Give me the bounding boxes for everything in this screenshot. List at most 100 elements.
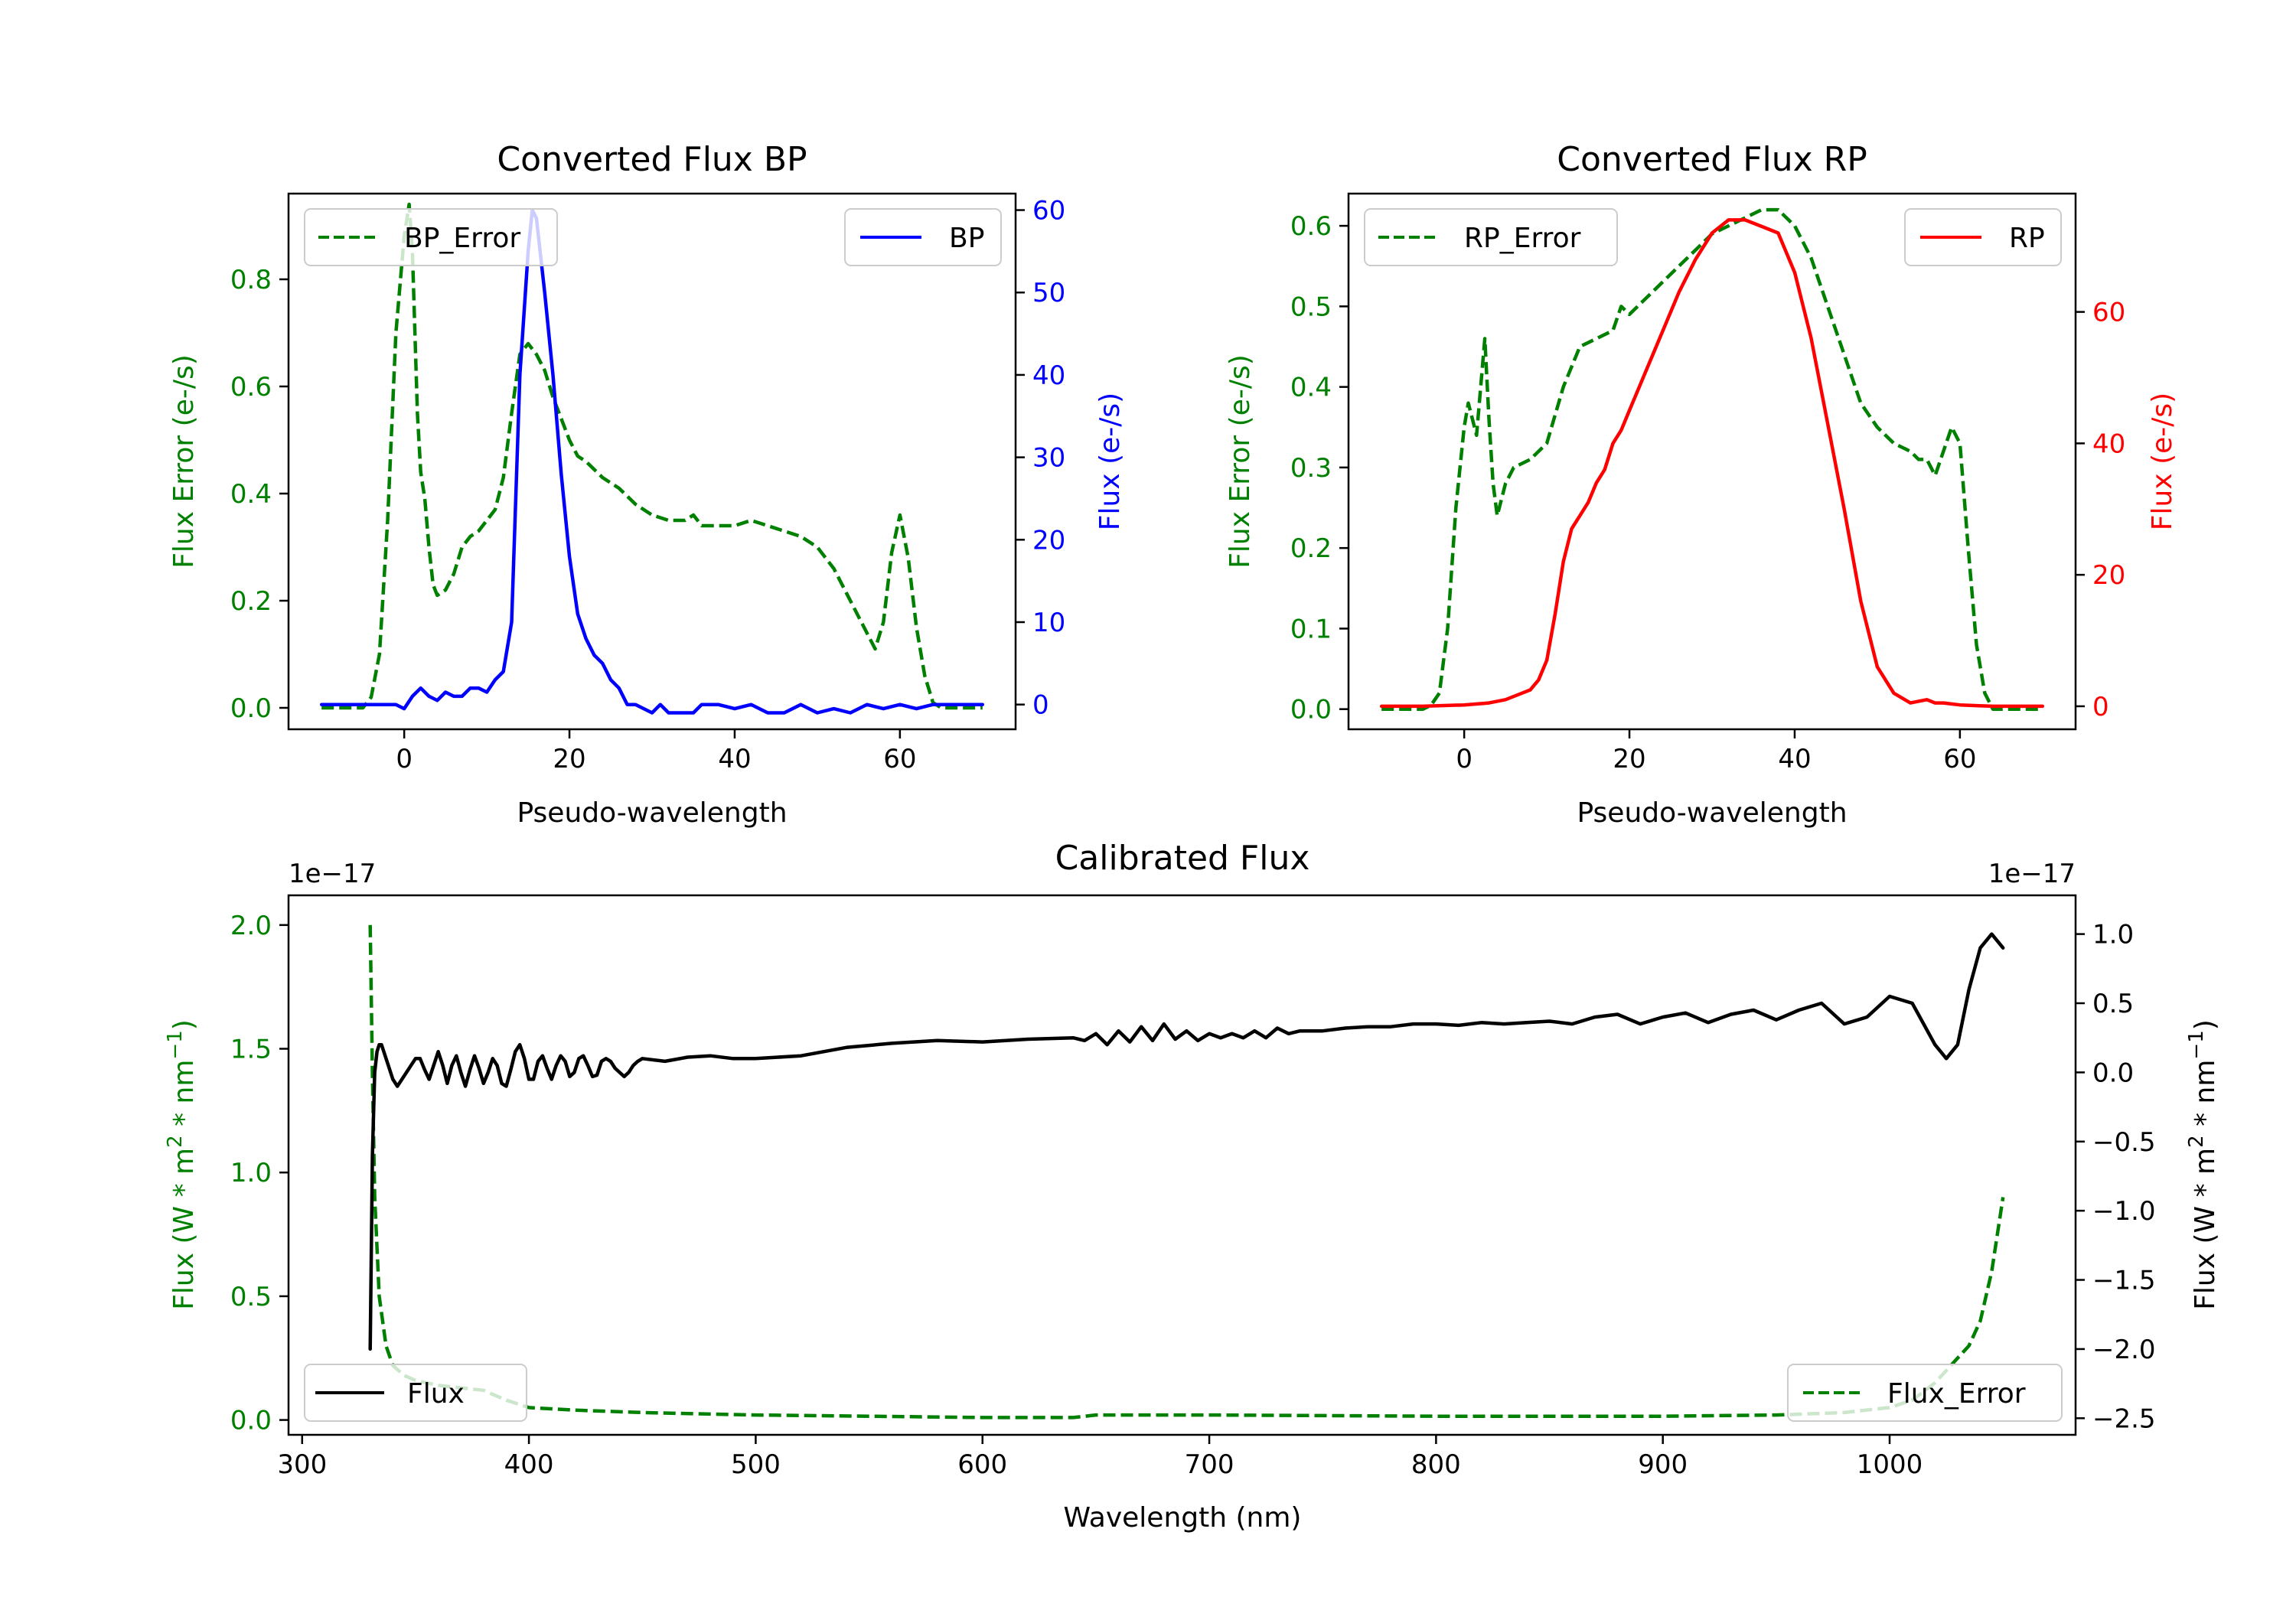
y-left-tick-label: 0.0 — [230, 693, 272, 724]
legend-label-rp: RP — [2009, 223, 2045, 254]
chart-bp-xlabel: Pseudo-wavelength — [517, 797, 787, 829]
y-right-tick-label: −1.5 — [2092, 1266, 2156, 1296]
y-right-tick-label: 0 — [1032, 690, 1049, 721]
y-left-tick-label: 0.0 — [1290, 695, 1332, 725]
chart-bp: Converted Flux BP 0 20 40 60 0.0 0.2 0.4 0.6 0.… — [168, 140, 1126, 829]
y-right-tick-label: −1.0 — [2092, 1196, 2156, 1227]
series-line-rp — [1379, 218, 2045, 709]
y-left-tick-label: 0.8 — [230, 265, 272, 295]
x-tick-label: 1000 — [1857, 1449, 1923, 1480]
y-right-tick-label: 10 — [1032, 608, 1065, 638]
chart-bp-legend-right: BP — [844, 208, 1002, 266]
y-right-tick-label: 0.0 — [2092, 1058, 2134, 1088]
y-left-tick-label: 1.0 — [230, 1158, 272, 1188]
y-right-tick-label: 40 — [1032, 360, 1065, 391]
legend-box — [1364, 208, 1618, 266]
legend-box — [1787, 1364, 2063, 1422]
x-tick-label: 60 — [883, 744, 916, 774]
chart-rp-ylabel-right: Flux (e-/s) — [2147, 393, 2178, 530]
x-tick-label: 0 — [396, 744, 413, 774]
chart-bp-ylabel-left: Flux Error (e-/s) — [168, 354, 200, 569]
y-right-tick-label: 60 — [2092, 298, 2125, 328]
x-tick-label: 40 — [1778, 744, 1811, 774]
chart-bp-frame — [287, 192, 1017, 731]
chart-rp-legend-right: RP — [1904, 208, 2062, 266]
chart-rp-ylabel-left: Flux Error (e-/s) — [1225, 354, 1256, 569]
y-right-tick-label: −2.0 — [2092, 1335, 2156, 1365]
legend-box — [304, 208, 558, 266]
x-tick-label: 500 — [731, 1449, 781, 1480]
ylabel-right-close: ) — [2190, 1019, 2221, 1030]
chart-calibrated-ylabel-left: Flux (W * m2 * nm−1) — [164, 1019, 200, 1310]
ylabel-left-close: ) — [168, 1019, 200, 1030]
chart-rp-xlabel: Pseudo-wavelength — [1577, 797, 1847, 829]
legend-label-flux-error: Flux_Error — [1887, 1378, 2026, 1410]
ylabel-right-part1: Flux (W * m — [2190, 1148, 2221, 1310]
ylabel-left-sup: 2 — [164, 1135, 187, 1148]
y-left-tick-label: 0.1 — [1290, 614, 1332, 644]
y-right-tick-label: 0 — [2092, 692, 2109, 722]
ylabel-left-mid: * nm — [168, 1060, 200, 1136]
chart-calibrated: Calibrated Flux 1e−17 1e−17 300 400 500 600… — [164, 839, 2221, 1534]
y-right-tick-label: 30 — [1032, 443, 1065, 474]
y-left-tick-label: 0.6 — [1290, 211, 1332, 242]
y-left-tick-label: 0.2 — [230, 586, 272, 617]
ylabel-right-mid: * nm — [2190, 1060, 2221, 1136]
chart-calibrated-xlabel: Wavelength (nm) — [1064, 1502, 1302, 1534]
y-left-tick-label: 0.0 — [230, 1406, 272, 1436]
legend-box — [844, 208, 1002, 266]
x-tick-label: 700 — [1185, 1449, 1234, 1480]
y-right-tick-label: 60 — [1032, 196, 1065, 227]
y-left-tick-label: 0.4 — [1290, 373, 1332, 403]
y-left-tick-label: 0.5 — [1290, 292, 1332, 322]
legend-label-flux: Flux — [407, 1378, 465, 1410]
y-right-tick-label: −2.5 — [2092, 1403, 2156, 1434]
chart-calibrated-legend-right: Flux_Error — [1787, 1364, 2063, 1422]
chart-rp-legend-left: RP_Error — [1364, 208, 1618, 266]
ylabel-right-sup: 2 — [2185, 1135, 2208, 1148]
y-left-tick-label: 0.5 — [230, 1282, 272, 1312]
x-tick-label: 300 — [277, 1449, 327, 1480]
legend-label-bp: BP — [949, 223, 984, 254]
chart-rp-frame — [1347, 192, 2077, 731]
y-left-tick-label: 0.6 — [230, 372, 272, 403]
x-tick-label: 60 — [1943, 744, 1976, 774]
y-left-tick-label: 2.0 — [230, 911, 272, 941]
x-tick-label: 900 — [1638, 1449, 1688, 1480]
series-line-bp-error — [321, 202, 983, 710]
chart-bp-title: Converted Flux BP — [497, 140, 807, 179]
ylabel-right-sup2: −1 — [2185, 1030, 2208, 1059]
y-left-tick-label: 0.2 — [1290, 533, 1332, 564]
y-right-tick-label: 40 — [2092, 429, 2125, 459]
chart-rp-title: Converted Flux RP — [1557, 140, 1867, 179]
x-tick-label: 20 — [1613, 744, 1645, 774]
x-tick-label: 400 — [504, 1449, 554, 1480]
chart-rp: Converted Flux RP 0 20 40 60 0.0 0.1 0.2 0.3 0.… — [1225, 140, 2178, 829]
chart-bp-legend-left: BP_Error — [304, 208, 558, 266]
y-left-tick-label: 0.3 — [1290, 453, 1332, 484]
y-right-tick-label: 1.0 — [2092, 920, 2134, 950]
x-tick-label: 40 — [718, 744, 751, 774]
x-tick-label: 20 — [553, 744, 585, 774]
legend-label-bp-error: BP_Error — [404, 223, 520, 254]
x-tick-label: 600 — [957, 1449, 1007, 1480]
y-right-tick-label: −0.5 — [2092, 1127, 2156, 1158]
legend-box — [1904, 208, 2062, 266]
chart-calibrated-offset-left: 1e−17 — [289, 859, 376, 889]
chart-calibrated-offset-right: 1e−17 — [1988, 859, 2076, 889]
chart-calibrated-legend-left: Flux — [304, 1364, 527, 1422]
ylabel-left-sup2: −1 — [164, 1030, 187, 1059]
chart-calibrated-frame — [287, 894, 2077, 1436]
x-tick-label: 800 — [1411, 1449, 1461, 1480]
y-right-tick-label: 20 — [2092, 560, 2125, 591]
ylabel-left-part1: Flux (W * m — [168, 1148, 200, 1310]
y-left-tick-label: 0.4 — [230, 479, 272, 510]
chart-calibrated-ylabel-right: Flux (W * m2 * nm−1) — [2185, 1019, 2221, 1310]
y-right-tick-label: 50 — [1032, 278, 1065, 308]
y-left-tick-label: 1.5 — [230, 1035, 272, 1065]
x-tick-label: 0 — [1456, 744, 1473, 774]
series-line-flux — [368, 932, 2005, 1351]
chart-bp-ylabel-right: Flux (e-/s) — [1094, 393, 1126, 530]
